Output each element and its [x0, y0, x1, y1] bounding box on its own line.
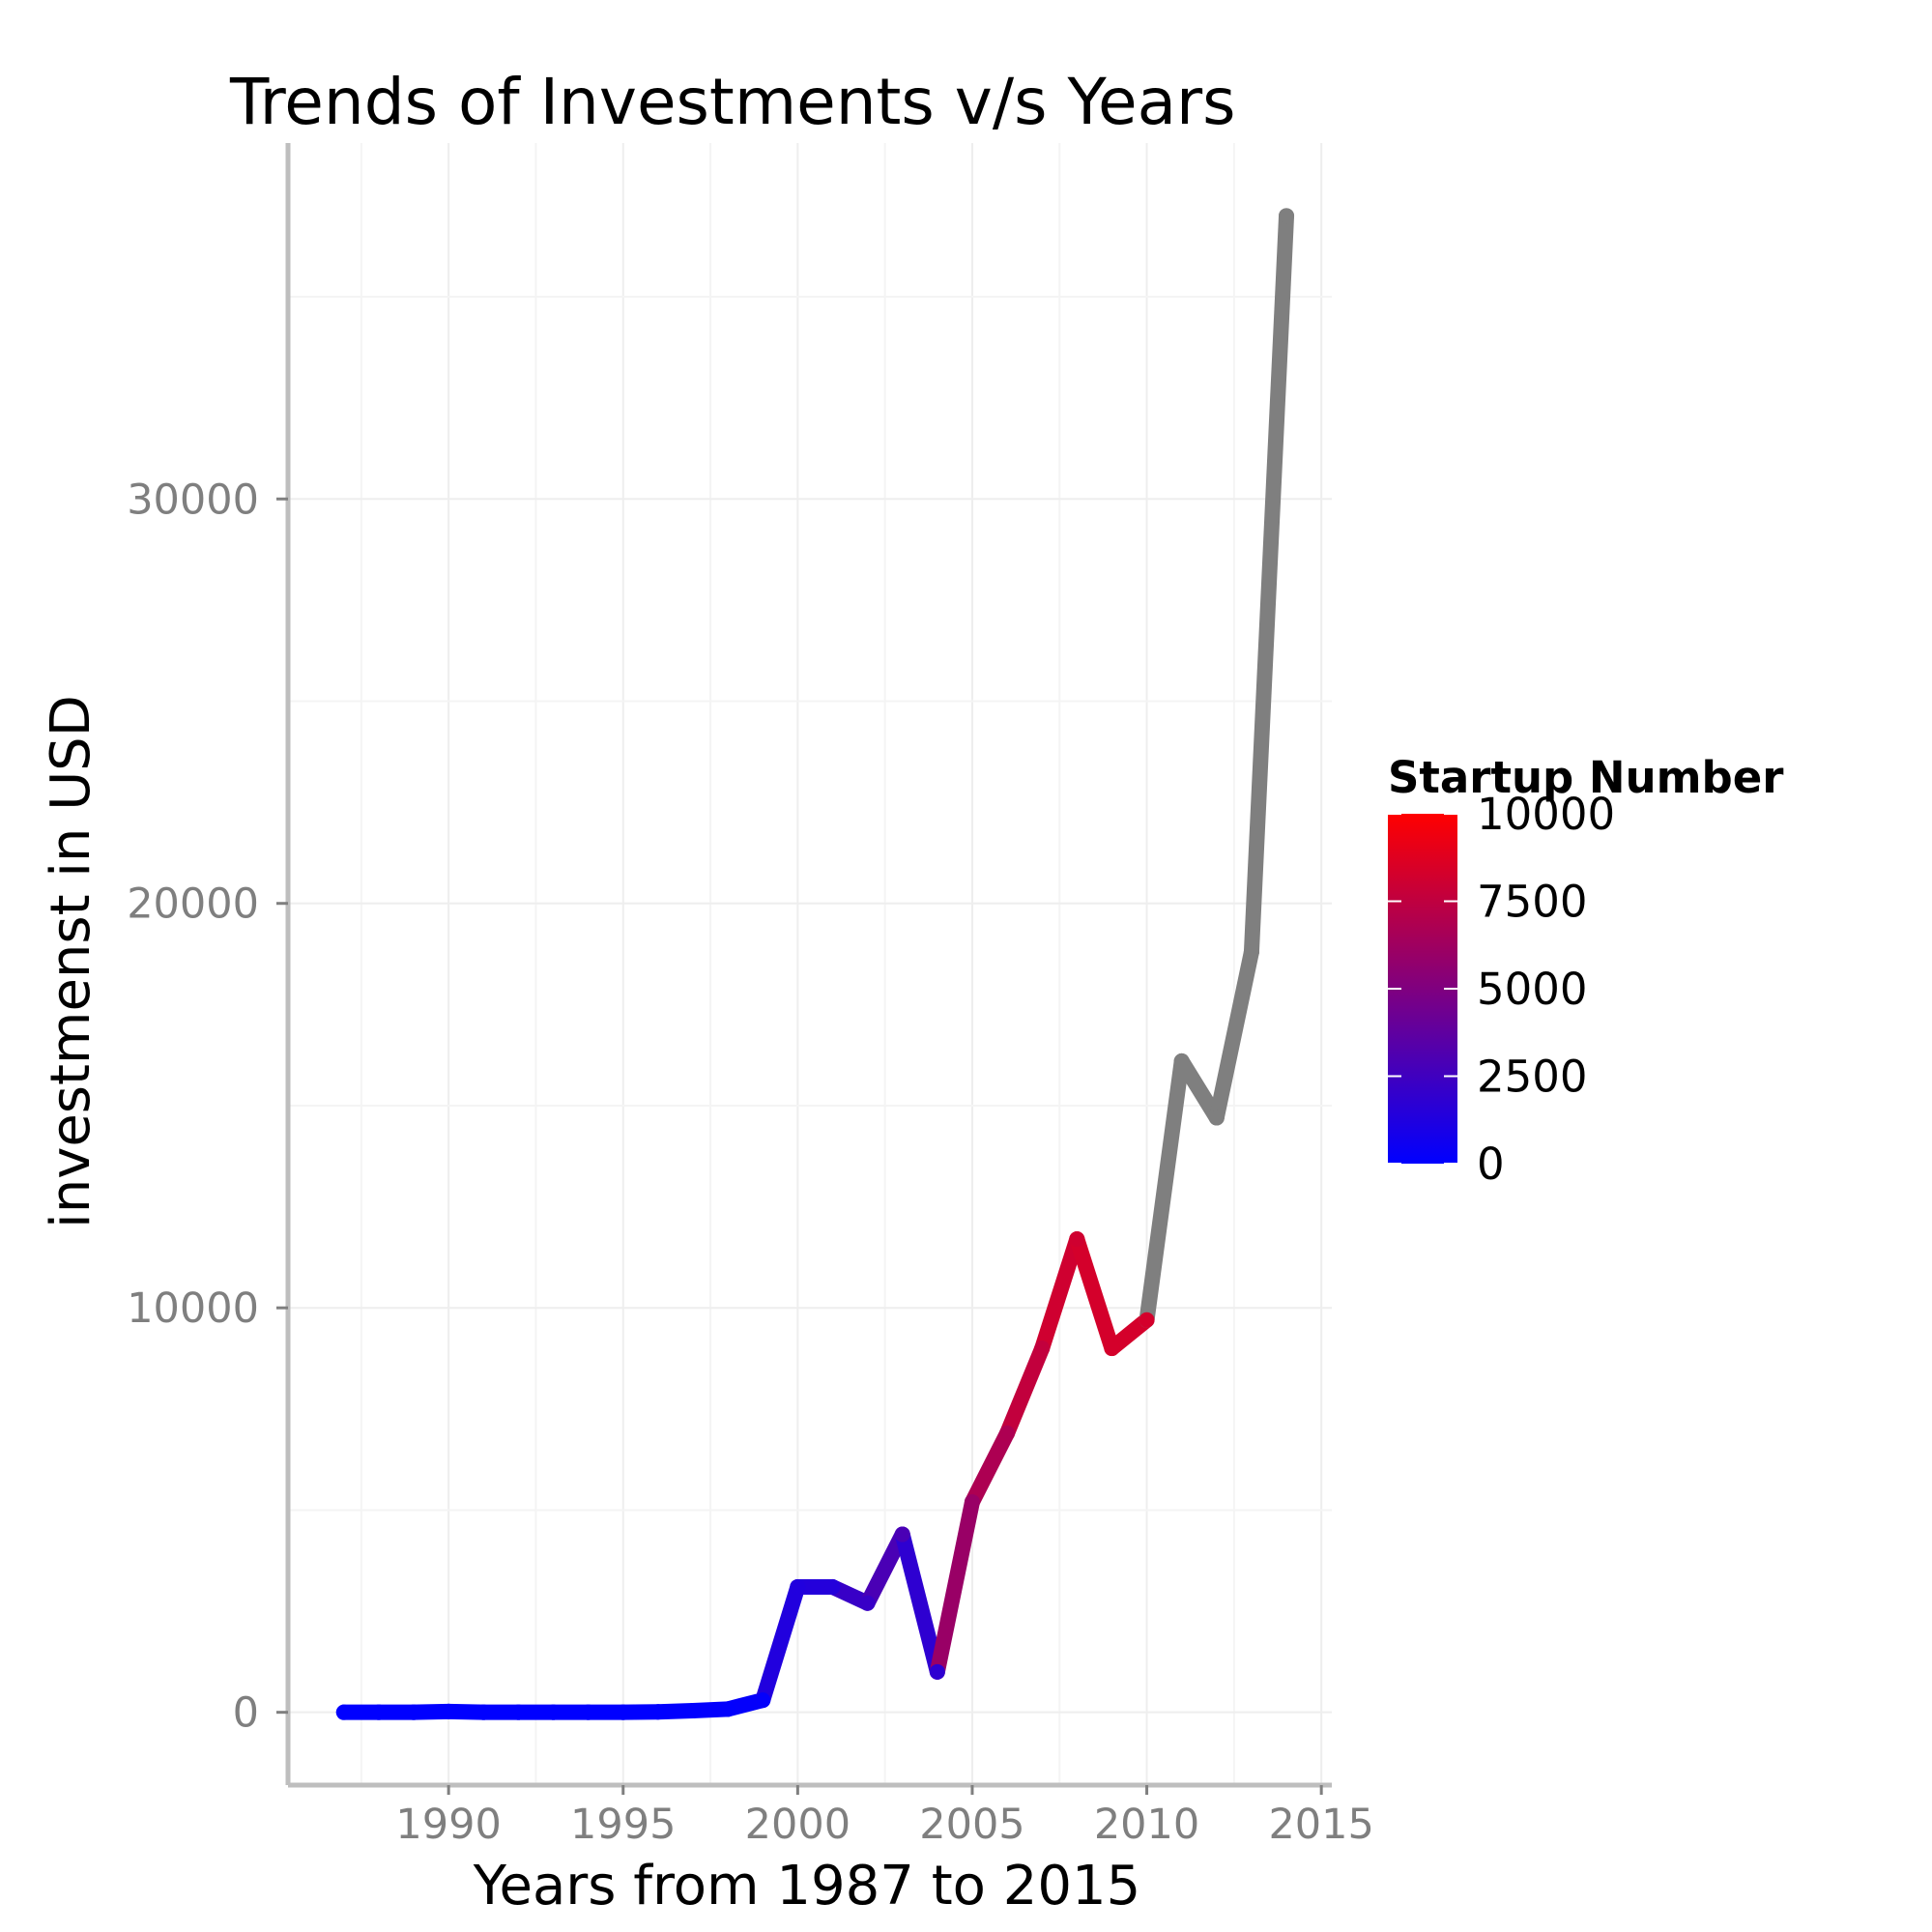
data-point [859, 1595, 876, 1611]
chart-title: Trends of Investments v/s Years [229, 65, 1236, 139]
axes: 1990 1995 2000 2005 2010 2015 0 10000 20000 30000 [127, 143, 1374, 1849]
data-point [929, 1663, 945, 1680]
x-tick-label: 2015 [1268, 1801, 1373, 1849]
legend-tick-label: 2500 [1477, 1052, 1588, 1103]
line-segment [894, 1526, 945, 1680]
data-point [370, 1704, 387, 1720]
x-tick-label: 1990 [395, 1801, 501, 1849]
data-point [476, 1704, 492, 1720]
data-point [510, 1704, 527, 1720]
legend-tick-label: 0 [1477, 1139, 1505, 1190]
data-point [720, 1701, 736, 1717]
data-point [894, 1526, 910, 1543]
line-segment [1208, 943, 1259, 1126]
data-point [580, 1704, 596, 1720]
data-point [790, 1578, 806, 1595]
data-point [335, 1704, 352, 1720]
legend-tick-label: 7500 [1477, 877, 1588, 928]
x-axis-title: Years from 1987 to 2015 [473, 1855, 1141, 1918]
data-point [1243, 943, 1259, 960]
line-segment [1243, 208, 1295, 960]
x-tick-label: 1995 [570, 1801, 676, 1849]
line-segment [755, 1578, 806, 1709]
y-tick-label: 10000 [127, 1284, 259, 1333]
series-line [335, 208, 1295, 1720]
data-point [649, 1704, 666, 1720]
x-tick-label: 2000 [745, 1801, 851, 1849]
line-segment [1139, 1053, 1190, 1328]
line-segment [964, 1425, 1016, 1511]
line-segment [929, 1494, 980, 1680]
data-point [999, 1425, 1016, 1441]
y-axis-title: investmenst in USD [40, 695, 102, 1228]
y-tick-label: 20000 [127, 880, 259, 929]
y-tick-label: 0 [233, 1689, 259, 1738]
data-point [1139, 1312, 1155, 1328]
data-point [1034, 1341, 1051, 1357]
grid-lines [288, 143, 1332, 1785]
legend-title: Startup Number [1388, 752, 1784, 803]
color-legend: Startup Number 0 2500 5000 7500 10000 [1388, 752, 1784, 1190]
legend-tick-label: 10000 [1477, 789, 1615, 840]
x-tick-label: 2010 [1094, 1801, 1199, 1849]
x-tick-label: 2005 [919, 1801, 1024, 1849]
data-point [545, 1704, 562, 1720]
line-segment [999, 1341, 1051, 1441]
legend-tick-label: 5000 [1477, 964, 1588, 1015]
data-point [1069, 1231, 1085, 1248]
data-point [684, 1703, 701, 1719]
data-point [964, 1494, 980, 1511]
data-point [615, 1704, 631, 1720]
data-point [406, 1704, 422, 1720]
line-segment [1034, 1231, 1085, 1357]
data-point [824, 1578, 841, 1595]
data-point [441, 1703, 457, 1719]
data-point [1173, 1053, 1190, 1069]
data-point [755, 1692, 771, 1709]
y-tick-label: 30000 [127, 476, 259, 524]
data-point [1104, 1341, 1120, 1357]
data-point [1208, 1110, 1225, 1126]
line-segment [859, 1526, 910, 1611]
line-segment [1069, 1231, 1120, 1357]
data-point [1279, 208, 1295, 224]
legend-ticks: 0 2500 5000 7500 10000 [1388, 789, 1615, 1190]
